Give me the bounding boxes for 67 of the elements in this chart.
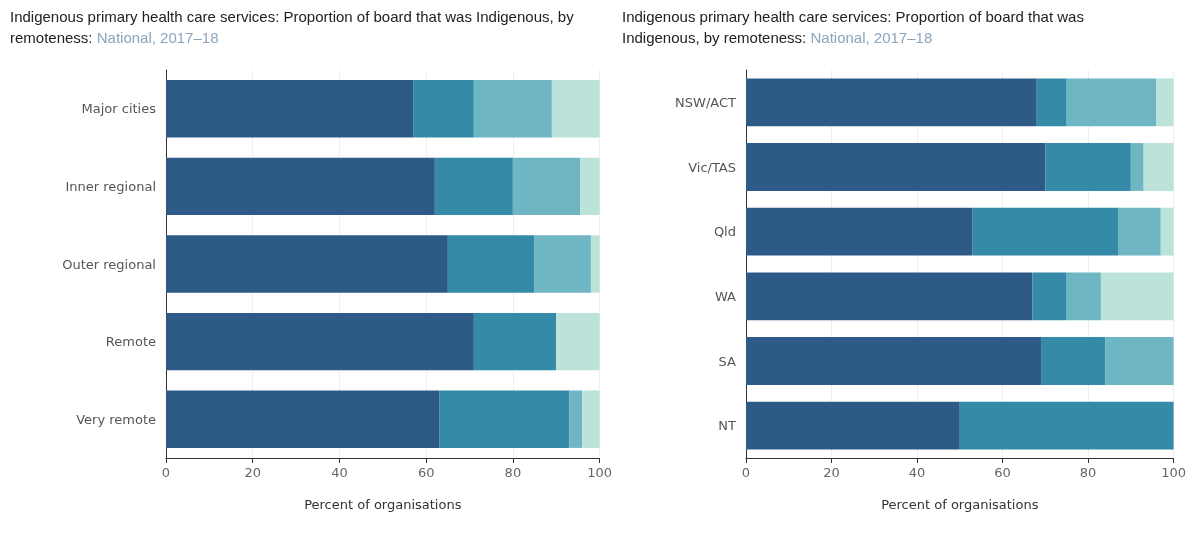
bar bbox=[1118, 207, 1161, 256]
bar bbox=[1032, 272, 1067, 321]
y-tick-label: Outer regional bbox=[62, 256, 156, 272]
bar bbox=[569, 390, 583, 448]
bar bbox=[1100, 272, 1174, 321]
bar bbox=[1160, 207, 1174, 256]
x-tick-label: 100 bbox=[1161, 465, 1187, 480]
bar bbox=[746, 401, 960, 450]
bar bbox=[590, 235, 600, 293]
bar bbox=[1066, 272, 1101, 321]
bar bbox=[166, 312, 474, 371]
chart-subtitle: National, 2017–18 bbox=[810, 29, 933, 46]
y-tick-label: SA bbox=[718, 353, 737, 369]
y-tick-label: Qld bbox=[713, 224, 736, 240]
bar bbox=[166, 235, 448, 293]
bar bbox=[473, 80, 552, 138]
bar bbox=[1045, 143, 1131, 191]
x-tick-label: 40 bbox=[331, 465, 348, 480]
bar bbox=[473, 312, 557, 371]
bar bbox=[582, 390, 600, 448]
x-tick-label: 80 bbox=[1079, 465, 1097, 480]
x-axis-title: Percent of organisations bbox=[304, 497, 462, 512]
bar bbox=[434, 157, 513, 216]
bar bbox=[1130, 143, 1144, 191]
bar bbox=[534, 235, 591, 293]
bar bbox=[1156, 78, 1174, 127]
x-tick-label: 20 bbox=[244, 465, 261, 480]
bar bbox=[746, 207, 973, 256]
bar bbox=[166, 390, 440, 448]
x-tick-label: 100 bbox=[587, 465, 613, 480]
chart-subtitle: National, 2017–18 bbox=[96, 29, 219, 46]
bar bbox=[512, 157, 581, 216]
x-axis-title: Percent of organisations bbox=[881, 497, 1039, 512]
y-tick-label: NT bbox=[718, 418, 737, 434]
y-tick-label: Major cities bbox=[81, 101, 157, 117]
bar bbox=[972, 207, 1119, 256]
x-tick-label: 80 bbox=[504, 465, 522, 480]
y-tick-label: Vic/TAS bbox=[688, 159, 736, 175]
bar bbox=[746, 78, 1037, 127]
bar bbox=[413, 80, 474, 138]
y-tick-label: Very remote bbox=[76, 411, 156, 427]
x-tick-label: 20 bbox=[823, 465, 840, 480]
bar bbox=[746, 272, 1033, 321]
x-tick-label: 60 bbox=[994, 465, 1011, 480]
x-tick-label: 60 bbox=[417, 465, 435, 480]
bar bbox=[1066, 78, 1157, 127]
bar bbox=[1041, 337, 1106, 385]
y-tick-label: NSW/ACT bbox=[675, 94, 737, 110]
bar bbox=[166, 80, 414, 138]
bar bbox=[551, 80, 600, 138]
bar bbox=[746, 337, 1042, 385]
y-tick-label: Inner regional bbox=[65, 178, 156, 194]
x-tick-label: 0 bbox=[741, 465, 751, 480]
bar bbox=[1105, 337, 1174, 385]
bar bbox=[580, 157, 600, 216]
y-tick-label: Remote bbox=[105, 334, 156, 350]
bar bbox=[556, 312, 600, 371]
bar bbox=[447, 235, 535, 293]
bar bbox=[746, 143, 1046, 191]
bar bbox=[439, 390, 570, 448]
bar bbox=[1143, 143, 1174, 191]
y-tick-label: WA bbox=[714, 288, 737, 304]
bar bbox=[959, 401, 1174, 450]
bar bbox=[166, 157, 435, 216]
bar bbox=[1036, 78, 1067, 127]
x-tick-label: 40 bbox=[908, 465, 926, 480]
x-tick-label: 0 bbox=[161, 465, 171, 480]
